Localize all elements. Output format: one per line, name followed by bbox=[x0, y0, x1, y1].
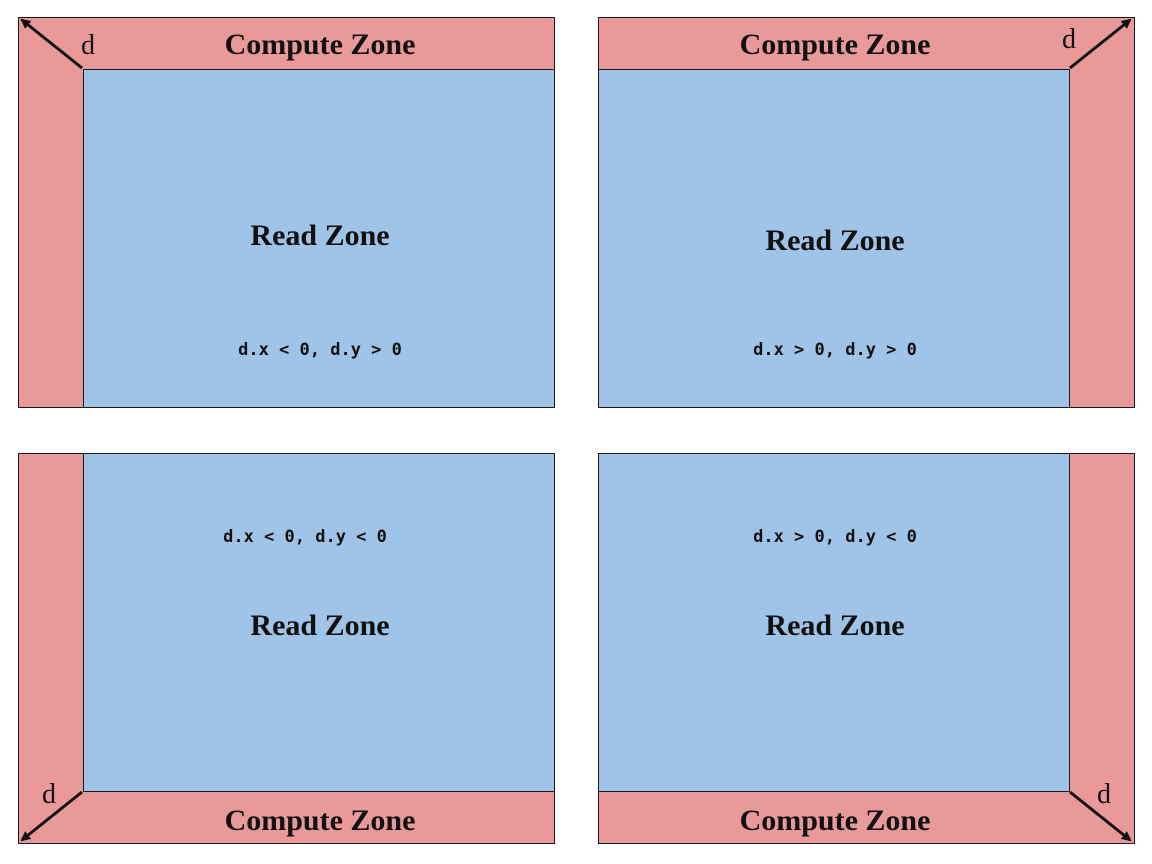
compute-zone-label: Compute Zone bbox=[739, 28, 931, 61]
panel-top-left: Compute Zone Read Zone d.x < 0, d.y > 0 … bbox=[18, 17, 555, 408]
read-zone-label: Read Zone bbox=[765, 609, 905, 642]
panel-bottom-right: Compute Zone Read Zone d.x > 0, d.y < 0 … bbox=[598, 453, 1135, 844]
condition-label: d.x > 0, d.y > 0 bbox=[753, 340, 917, 360]
read-zone bbox=[599, 454, 1070, 792]
compute-zone-label: Compute Zone bbox=[224, 28, 416, 61]
read-zone-label: Read Zone bbox=[250, 609, 390, 642]
vector-d-label: d bbox=[81, 30, 95, 61]
read-zone-label: Read Zone bbox=[250, 219, 390, 252]
vector-d-label: d bbox=[1062, 24, 1076, 55]
compute-zone-label: Compute Zone bbox=[739, 804, 931, 837]
read-zone bbox=[83, 454, 554, 792]
panel-bottom-left: Compute Zone Read Zone d.x < 0, d.y < 0 … bbox=[18, 453, 555, 844]
compute-zone-label: Compute Zone bbox=[224, 804, 416, 837]
vector-d-label: d bbox=[1097, 779, 1111, 810]
condition-label: d.x > 0, d.y < 0 bbox=[753, 527, 917, 547]
read-zone-label: Read Zone bbox=[765, 224, 905, 257]
condition-label: d.x < 0, d.y > 0 bbox=[238, 340, 402, 360]
read-zone bbox=[83, 69, 554, 407]
condition-label: d.x < 0, d.y < 0 bbox=[223, 527, 387, 547]
read-zone bbox=[599, 69, 1070, 407]
vector-d-label: d bbox=[42, 779, 56, 810]
panel-top-right: Compute Zone Read Zone d.x > 0, d.y > 0 … bbox=[598, 17, 1135, 408]
